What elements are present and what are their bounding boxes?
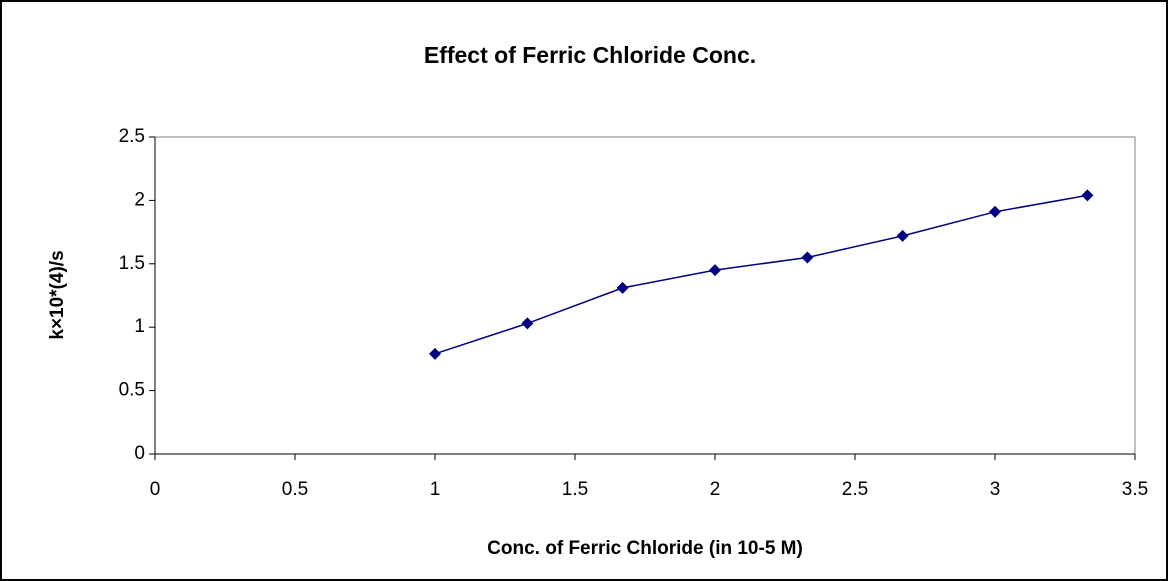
y-axis-label: k×10*(4)/s	[47, 250, 68, 339]
data-point	[616, 281, 629, 294]
y-tick-label: 1	[134, 316, 145, 337]
data-point	[521, 317, 534, 330]
x-tick-label: 0	[150, 479, 161, 500]
x-axis-label: Conc. of Ferric Chloride (in 10-5 M)	[487, 538, 803, 559]
x-tick-label: 2	[710, 479, 721, 500]
x-tick-label: 0.5	[282, 479, 308, 500]
data-point	[989, 205, 1001, 218]
data-point	[709, 264, 721, 277]
y-tick-label: 0	[134, 443, 145, 464]
x-tick-label: 2.5	[842, 479, 868, 500]
data-point	[1081, 189, 1094, 202]
series-line	[434, 194, 1088, 355]
data-point	[896, 229, 909, 242]
y-tick-label: 2	[134, 189, 145, 210]
y-tick-label: 2.5	[119, 126, 145, 147]
x-tick-label: 3.5	[1122, 479, 1148, 500]
x-tick-label: 3	[990, 479, 1001, 500]
data-point	[801, 251, 814, 264]
data-point	[429, 347, 441, 360]
chart-title: Effect of Ferric Chloride Conc.	[424, 42, 756, 68]
x-tick-label: 1.5	[562, 479, 588, 500]
y-tick-label: 0.5	[119, 380, 145, 401]
y-tick-label: 1.5	[119, 253, 145, 274]
x-tick-label: 1	[430, 479, 441, 500]
